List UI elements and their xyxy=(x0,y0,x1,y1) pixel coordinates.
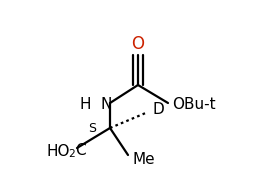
Text: D: D xyxy=(152,102,164,117)
Text: HO: HO xyxy=(47,143,70,159)
Text: $_2$C: $_2$C xyxy=(68,142,87,160)
Text: O: O xyxy=(132,35,144,53)
Text: S: S xyxy=(88,122,96,136)
Text: OBu-t: OBu-t xyxy=(172,96,216,111)
Text: Me: Me xyxy=(132,153,155,168)
Text: H: H xyxy=(79,96,91,111)
Text: N: N xyxy=(100,96,111,111)
